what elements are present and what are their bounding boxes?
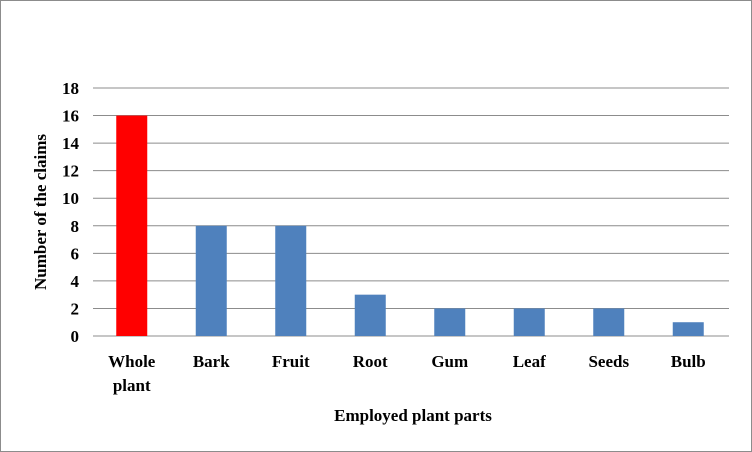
bar-root xyxy=(354,294,386,336)
gridlines xyxy=(93,87,729,337)
y-tick-label: 8 xyxy=(71,217,80,236)
y-tick-label: 0 xyxy=(71,327,80,346)
y-tick-label: 4 xyxy=(71,272,80,291)
y-tick-label: 12 xyxy=(62,162,79,181)
x-category-labels: Whole plant Bark Fruit Root Gum Leaf Seeds Bulb xyxy=(108,352,706,395)
bar-fruit xyxy=(275,225,307,336)
bar-leaf xyxy=(513,308,545,336)
x-category-label: Seeds xyxy=(588,352,629,371)
y-axis-title: Number of the claims xyxy=(31,134,50,290)
y-tick-label: 16 xyxy=(62,107,79,126)
x-category-label: Fruit xyxy=(272,352,310,371)
y-tick-label: 18 xyxy=(62,79,79,98)
x-category-label: Whole xyxy=(108,352,156,371)
y-tick-labels: 0 2 4 6 8 10 12 14 16 18 xyxy=(62,79,80,346)
bar-bulb xyxy=(672,322,704,336)
x-category-label: Leaf xyxy=(513,352,546,371)
bar-gum xyxy=(434,308,466,336)
x-category-label: Bulb xyxy=(671,352,706,371)
bars xyxy=(116,115,704,336)
bar-whole-plant xyxy=(116,115,148,336)
bar-bark xyxy=(195,225,227,336)
x-category-label: Root xyxy=(353,352,388,371)
y-tick-label: 10 xyxy=(62,189,79,208)
x-category-label: plant xyxy=(113,376,151,395)
x-category-label: Bark xyxy=(193,352,230,371)
y-tick-label: 2 xyxy=(71,299,80,318)
x-axis-title: Employed plant parts xyxy=(334,406,492,425)
y-tick-label: 14 xyxy=(62,134,80,153)
bar-seeds xyxy=(593,308,625,336)
y-tick-label: 6 xyxy=(71,244,80,263)
x-category-label: Gum xyxy=(431,352,468,371)
